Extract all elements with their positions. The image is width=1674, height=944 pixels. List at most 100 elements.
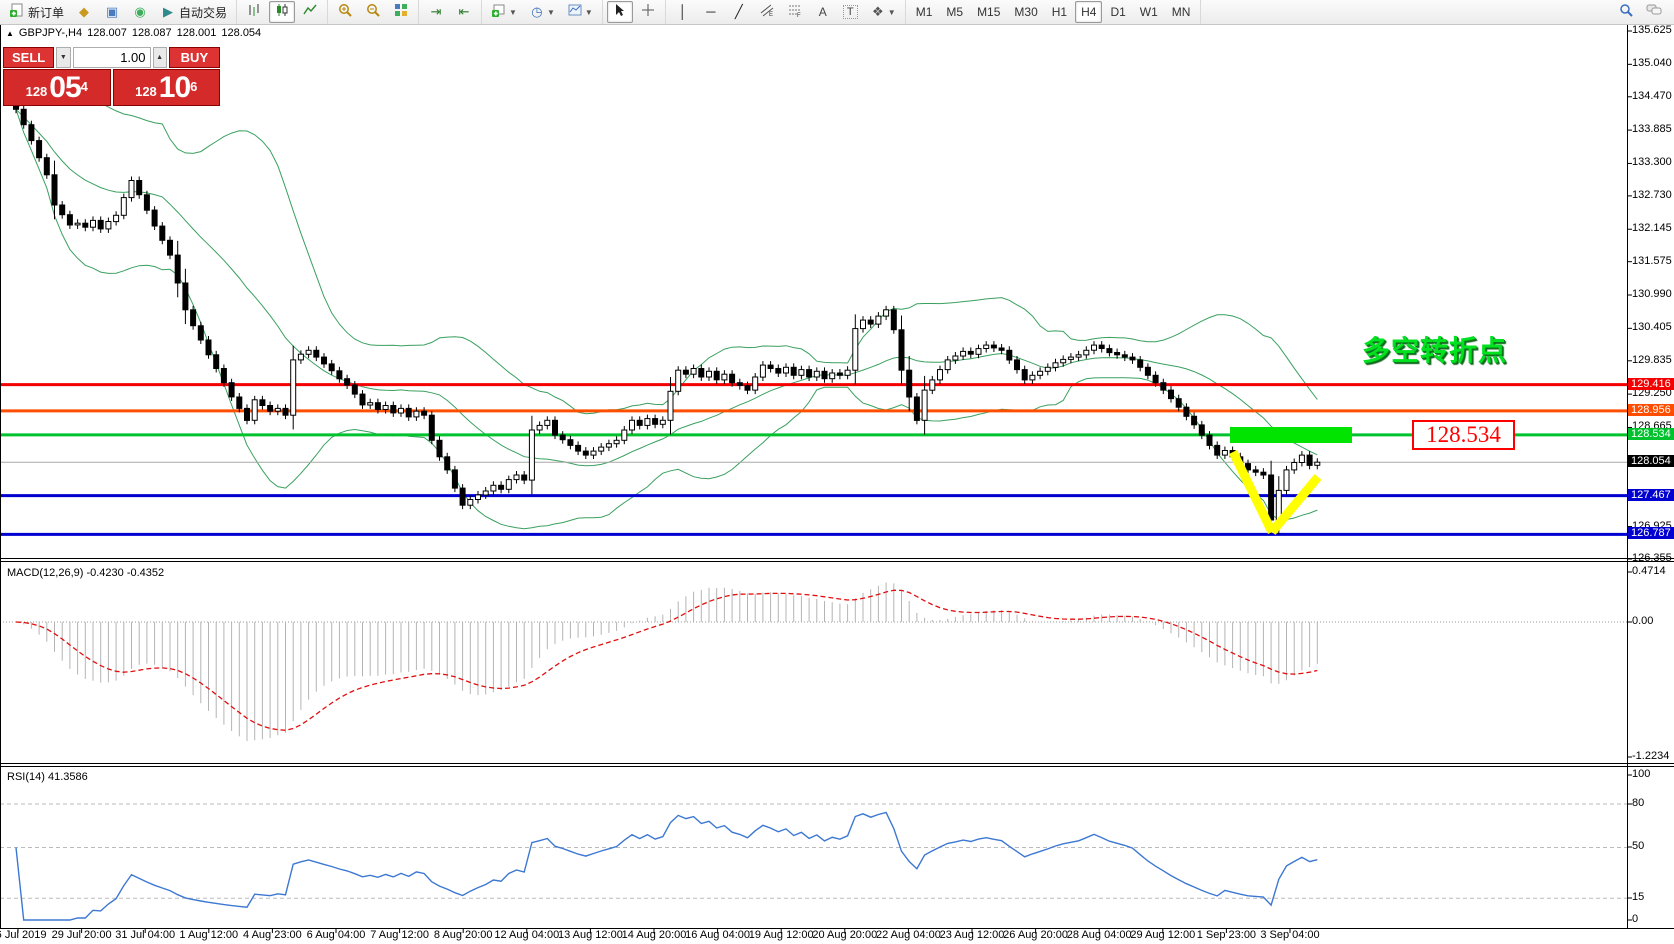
new-chart-button[interactable]: ▼ xyxy=(486,1,522,23)
ohlc-open: 128.007 xyxy=(87,27,127,39)
buy-price-main: 10 xyxy=(158,71,191,104)
trendline-button[interactable]: ╱ xyxy=(726,1,752,23)
turning-point-annotation[interactable]: 多空转折点 xyxy=(1362,335,1508,366)
crosshair-icon xyxy=(640,3,656,21)
time-tick-label: 14 Aug 20:00 xyxy=(621,929,687,941)
timeframe-button-h4[interactable]: H4 xyxy=(1075,1,1103,23)
chart-shift-button[interactable]: ⇤ xyxy=(451,1,477,23)
fibonacci-icon: F xyxy=(787,3,803,21)
ohlc-low: 128.001 xyxy=(176,27,217,39)
rsi-axis-label: 15 xyxy=(1632,891,1645,903)
timeframe-button-h1[interactable]: H1 xyxy=(1051,5,1068,19)
zoom-out-button[interactable] xyxy=(360,1,386,23)
svg-text:E: E xyxy=(769,12,773,17)
timeframe-button-m15[interactable]: M15 xyxy=(977,5,1001,19)
profiles-button[interactable]: ◷ ▼ xyxy=(524,1,560,23)
search-icon xyxy=(1618,3,1634,22)
market-watch-icon: ◆ xyxy=(79,4,90,19)
data-window-button[interactable]: ▣ xyxy=(99,1,125,23)
template-button[interactable]: ▼ xyxy=(562,1,598,23)
macd-axis-label: 0.4714 xyxy=(1632,565,1666,577)
timeframe-button-m1[interactable]: M1 xyxy=(915,5,933,19)
toolbar-group-objects: │ ─ ╱ E F A T ❖ ▼ xyxy=(666,0,906,24)
macd-indicator-label: MACD(12,26,9) -0.4230 -0.4352 xyxy=(7,567,165,579)
time-tick-label: 1 Aug 12:00 xyxy=(179,929,239,941)
vertical-line-icon: │ xyxy=(678,4,687,19)
line-chart-button[interactable] xyxy=(297,1,323,23)
price-tick-label: 132.730 xyxy=(1632,188,1672,201)
buy-price-prefix: 128 xyxy=(135,84,157,99)
data-window-icon: ▣ xyxy=(105,4,119,19)
volume-increase-button[interactable]: ▲ xyxy=(152,47,167,68)
tile-windows-button[interactable] xyxy=(388,1,414,23)
candlestick-chart-icon xyxy=(274,3,290,21)
buy-price-sup: 6 xyxy=(190,79,198,94)
timeframe-button-mn[interactable]: MN xyxy=(1171,5,1191,19)
timeframe-button-m5[interactable]: M5 xyxy=(946,5,964,19)
time-tick-label: 19 Aug 12:00 xyxy=(748,929,814,941)
trendline-icon: ╱ xyxy=(734,4,743,19)
price-tick-label: 133.300 xyxy=(1632,156,1672,169)
channel-button[interactable]: E xyxy=(754,1,780,23)
candlestick-chart-button[interactable] xyxy=(269,1,296,23)
sell-button[interactable]: SELL xyxy=(3,47,55,68)
chat-button[interactable] xyxy=(1641,1,1667,23)
time-tick-label: 28 Aug 04:00 xyxy=(1066,929,1132,941)
price-callout-box[interactable]: 128.534 xyxy=(1412,420,1515,450)
chat-icon xyxy=(1646,3,1662,21)
new-order-button[interactable]: 新订单 xyxy=(4,1,69,23)
arrows-button[interactable]: ❖ ▼ xyxy=(865,1,901,23)
signals-button[interactable]: ◉ xyxy=(127,1,153,23)
time-tick-label: 8 Aug 20:00 xyxy=(433,929,493,941)
toolbar-group-profiles: ▼ ◷ ▼ ▼ xyxy=(482,0,603,24)
autotrading-button[interactable]: ▶ 自动交易 xyxy=(155,1,232,23)
time-tick-label: 1 Sep 23:00 xyxy=(1196,929,1257,941)
rsi-indicator-label: RSI(14) 41.3586 xyxy=(7,771,88,783)
autotrading-label: 自动交易 xyxy=(179,5,228,20)
price-axis[interactable]: 135.625 135.040 134.470 133.885 133.300 132.7… xyxy=(1628,24,1674,928)
toolbar-group-scroll: ⇥ ⇤ xyxy=(419,0,483,24)
macd-axis-label: -1.2234 xyxy=(1632,750,1670,762)
vertical-line-button[interactable]: │ xyxy=(670,1,696,23)
toolbar: 新订单 ◆ ▣ ◉ ▶ 自动交易 ⇥ ⇤ ▼ ◷ ▼ ▼ xyxy=(0,0,1674,25)
text-icon: A xyxy=(818,5,827,19)
text-label-button[interactable]: T xyxy=(838,1,863,23)
toolbar-group-cursor xyxy=(603,0,666,24)
text-button[interactable]: A xyxy=(810,1,836,23)
auto-scroll-icon: ⇥ xyxy=(430,4,442,19)
zoom-in-button[interactable] xyxy=(332,1,358,23)
rsi-axis-label: 0 xyxy=(1632,913,1639,925)
cursor-button[interactable] xyxy=(606,1,633,23)
crosshair-button[interactable] xyxy=(635,1,661,23)
price-tick-label: 132.145 xyxy=(1632,222,1672,235)
chevron-down-icon: ▼ xyxy=(584,7,593,17)
macd-axis-label: 0.00 xyxy=(1632,615,1654,627)
bar-chart-icon xyxy=(246,3,262,21)
time-tick-label: 7 Aug 12:00 xyxy=(370,929,429,941)
search-button[interactable] xyxy=(1613,1,1639,23)
rsi-axis-label: 100 xyxy=(1632,768,1651,780)
buy-button[interactable]: BUY xyxy=(168,47,220,68)
timeframe-toolbar: M1 M5 M15 M30 H1 H4 D1 W1 MN xyxy=(906,0,1202,24)
collapse-triangle-icon[interactable]: ▲ xyxy=(6,28,14,38)
bar-chart-button[interactable] xyxy=(241,1,267,23)
fibonacci-button[interactable]: F xyxy=(782,1,808,23)
price-tick-label: 135.625 xyxy=(1632,24,1672,36)
market-watch-button[interactable]: ◆ xyxy=(71,1,97,23)
timeframe-button-w1[interactable]: W1 xyxy=(1139,5,1158,19)
volume-input[interactable] xyxy=(72,47,151,68)
time-tick-label: 6 Aug 04:00 xyxy=(306,929,366,941)
auto-scroll-button[interactable]: ⇥ xyxy=(423,1,449,23)
channel-icon: E xyxy=(759,3,775,21)
volume-decrease-button[interactable]: ▼ xyxy=(56,47,71,68)
sell-price-box[interactable]: 128 05 4 xyxy=(3,69,111,106)
timeframe-button-m30[interactable]: M30 xyxy=(1014,5,1038,19)
horizontal-line-button[interactable]: ─ xyxy=(698,1,724,23)
new-order-label: 新订单 xyxy=(28,5,65,20)
timeframe-button-d1[interactable]: D1 xyxy=(1110,5,1126,19)
buy-price-box[interactable]: 128 10 6 xyxy=(112,69,220,106)
level-price-label: 128.956 xyxy=(1628,403,1674,416)
